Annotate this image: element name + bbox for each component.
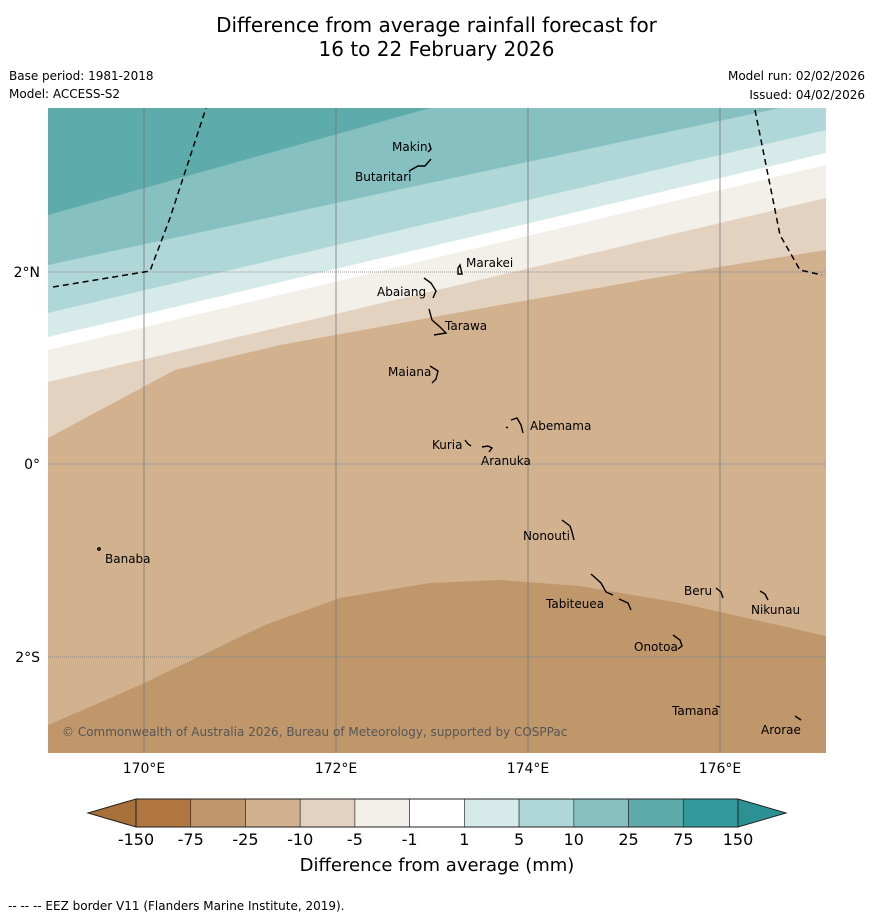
- lat-label-0: 0°: [24, 457, 40, 473]
- colorbar-ticks: -150 -75 -25 -10 -5 -1 1 5 10 25 75 150: [118, 830, 753, 849]
- colorbar: -150 -75 -25 -10 -5 -1 1 5 10 25 75 150 Difference …: [86, 798, 788, 876]
- island-shape-nikunau: [759, 590, 769, 601]
- label-tabiteuea: Tabiteuea: [545, 597, 604, 611]
- colorbar-tick-label: 75: [673, 830, 693, 849]
- colorbar-tick-label: 10: [564, 830, 584, 849]
- island-coastlines: [97, 142, 802, 721]
- island-shape-makin: [427, 142, 432, 153]
- colorbar-segment: [409, 798, 465, 828]
- colorbar-tick-label: 25: [618, 830, 638, 849]
- colorbar-segment: [190, 798, 246, 828]
- eez-border-east: [754, 109, 823, 276]
- lon-label-176e: 176°E: [699, 761, 742, 777]
- label-abaiang: Abaiang: [377, 285, 426, 299]
- colorbar-segment: [573, 798, 629, 828]
- colorbar-tick-label: -25: [232, 830, 258, 849]
- colorbar-tick-label: -1: [402, 830, 418, 849]
- label-maiana: Maiana: [388, 365, 431, 379]
- island-shape-abemama: [510, 417, 524, 434]
- label-tarawa: Tarawa: [444, 319, 487, 333]
- island-shape-tabiteuea-north: [590, 573, 614, 596]
- island-shape-abemama-islet: [505, 426, 509, 429]
- lon-label-174e: 174°E: [507, 761, 550, 777]
- label-beru: Beru: [684, 584, 712, 598]
- colorbar-segment: [464, 798, 520, 828]
- label-kuria: Kuria: [432, 438, 463, 452]
- colorbar-segment: [354, 798, 410, 828]
- colorbar-label: Difference from average (mm): [300, 855, 575, 876]
- label-makin: Makin: [392, 140, 428, 154]
- lat-axis-labels: 2°N 0° 2°S: [14, 265, 41, 666]
- copyright-notice: © Commonwealth of Australia 2026, Bureau…: [62, 725, 567, 739]
- colorbar-tick-label: 1: [459, 830, 469, 849]
- colorbar-segments: [135, 798, 739, 828]
- island-shape-arorae: [794, 715, 802, 721]
- colorbar-arrow-high: [737, 798, 788, 828]
- colorbar-segment: [518, 798, 575, 828]
- island-shape-marakei: [457, 263, 463, 275]
- label-marakei: Marakei: [466, 256, 513, 270]
- colorbar-tick-label: -150: [118, 830, 154, 849]
- island-shape-maiana: [429, 365, 439, 384]
- island-shape-onotoa: [672, 634, 683, 650]
- issued-date: Issued: 04/02/2026: [749, 88, 865, 102]
- colorbar-arrow-low: [86, 798, 137, 828]
- colorbar-segment: [628, 798, 684, 828]
- eez-border-west: [52, 108, 207, 288]
- lat-label-2n: 2°N: [14, 265, 40, 281]
- lon-label-172e: 172°E: [315, 761, 358, 777]
- island-shape-tamana: [715, 705, 721, 708]
- island-shape-butaritari: [408, 158, 432, 172]
- island-shape-kuria: [464, 439, 472, 447]
- label-butaritari: Butaritari: [355, 170, 412, 184]
- lon-axis-labels: 170°E 172°E 174°E 176°E: [123, 761, 742, 777]
- base-period: Base period: 1981-2018: [9, 69, 154, 83]
- colorbar-segment: [299, 798, 356, 828]
- band-minus75-minus25: [48, 580, 826, 753]
- island-labels: Makin Butaritari Marakei Abaiang Tarawa …: [105, 140, 801, 737]
- island-shape-tabiteuea-south: [618, 598, 632, 611]
- lat-label-2s: 2°S: [15, 650, 40, 666]
- label-abemama: Abemama: [530, 419, 591, 433]
- colorbar-tick-label: -5: [347, 830, 363, 849]
- colorbar-segment: [682, 798, 739, 828]
- island-shape-abaiang: [423, 277, 437, 299]
- label-nonouti: Nonouti: [523, 529, 570, 543]
- island-shape-banaba: [97, 547, 101, 551]
- label-banaba: Banaba: [105, 552, 151, 566]
- band-plus25-plus75: [48, 108, 430, 215]
- colorbar-tick-label: -75: [178, 830, 204, 849]
- map-title-line1: Difference from average rainfall forecas…: [216, 13, 657, 37]
- eez-footnote: -- -- -- EEZ border V11 (Flanders Marine…: [8, 899, 345, 913]
- colorbar-frame: [135, 798, 739, 828]
- colorbar-tick-label: 150: [723, 830, 754, 849]
- label-arorae: Arorae: [761, 723, 801, 737]
- map-title-line2: 16 to 22 February 2026: [318, 37, 555, 61]
- model-run: Model run: 02/02/2026: [727, 69, 865, 83]
- label-aranuka: Aranuka: [481, 454, 531, 468]
- model-name: Model: ACCESS-S2: [9, 87, 121, 101]
- rainfall-anomaly-bands: [48, 108, 826, 753]
- colorbar-tick-label: 5: [514, 830, 524, 849]
- colorbar-tick-label: -10: [287, 830, 313, 849]
- eez-borders: [52, 108, 823, 288]
- island-shape-tarawa: [428, 308, 448, 336]
- island-shape-nonouti: [561, 519, 575, 541]
- island-shape-beru: [715, 587, 724, 599]
- colorbar-segment: [135, 798, 192, 828]
- colorbar-segment: [245, 798, 301, 828]
- lon-label-170e: 170°E: [123, 761, 166, 777]
- label-nikunau: Nikunau: [751, 603, 800, 617]
- label-onotoa: Onotoa: [634, 640, 678, 654]
- graticule: [48, 108, 826, 753]
- island-shape-aranuka: [481, 445, 494, 453]
- label-tamana: Tamana: [671, 704, 719, 718]
